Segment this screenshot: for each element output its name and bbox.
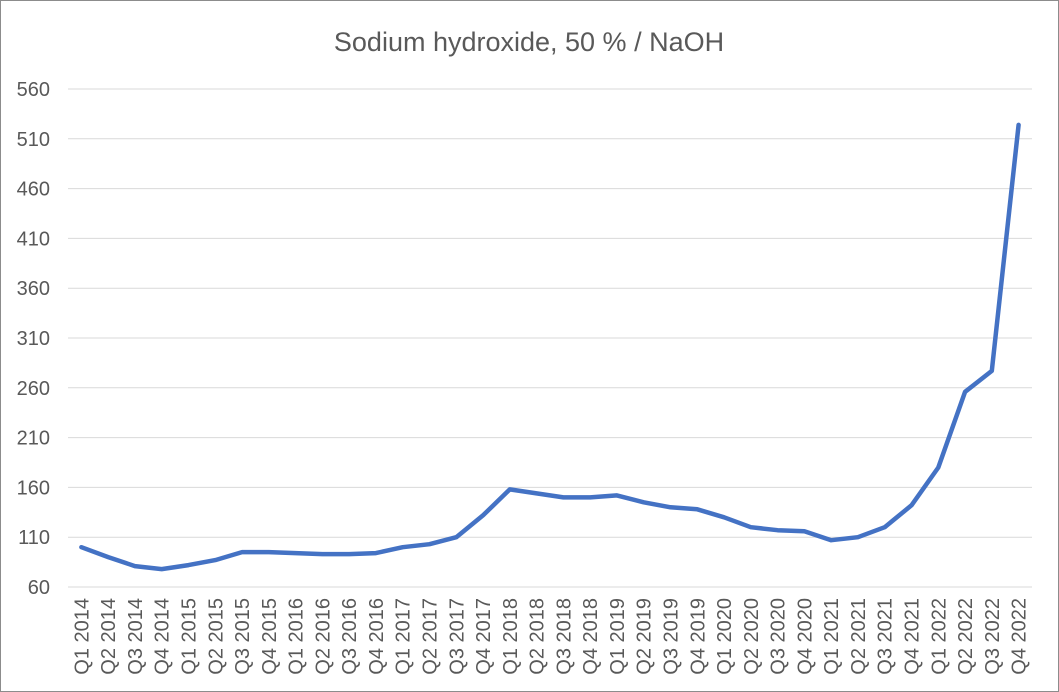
x-axis-tick-label: Q1 2022 — [928, 598, 950, 675]
y-axis-tick-label: 410 — [17, 228, 50, 250]
x-axis-tick-label: Q3 2019 — [661, 598, 683, 675]
x-axis-tick-label: Q2 2018 — [527, 598, 549, 675]
x-axis-tick-label: Q3 2017 — [446, 598, 468, 675]
y-axis-tick-label: 310 — [17, 328, 50, 350]
x-axis-tick-label: Q4 2018 — [580, 598, 602, 675]
x-axis-tick-label: Q1 2015 — [179, 598, 201, 675]
x-axis-tick-label: Q4 2019 — [687, 598, 709, 675]
x-axis-tick-label: Q3 2022 — [982, 598, 1004, 675]
x-axis-tick-label: Q2 2020 — [741, 598, 763, 675]
x-axis-tick-label: Q2 2022 — [955, 598, 977, 675]
series-layer — [79, 122, 1021, 572]
x-axis-tick-label: Q4 2017 — [473, 598, 495, 675]
y-axis-tick-label: 160 — [17, 477, 50, 499]
x-axis-tick-label: Q1 2014 — [71, 598, 93, 675]
y-axis-tick-label: 60 — [28, 577, 50, 599]
data-series-line — [79, 122, 1021, 572]
x-axis-tick-label: Q4 2016 — [366, 598, 388, 675]
y-axis-tick-label: 210 — [17, 428, 50, 450]
y-axis-tick-label: 560 — [17, 79, 50, 101]
x-axis-tick-label: Q3 2015 — [232, 598, 254, 675]
x-axis-tick-label: Q1 2016 — [286, 598, 308, 675]
y-axis-tick-label: 460 — [17, 179, 50, 201]
x-axis-tick-label: Q3 2020 — [768, 598, 790, 675]
x-axis-tick-label: Q2 2017 — [420, 598, 442, 675]
x-axis-tick-label: Q3 2016 — [339, 598, 361, 675]
x-axis-tick-label: Q4 2021 — [902, 598, 924, 675]
x-axis-tick-label: Q2 2014 — [98, 598, 120, 675]
x-axis-tick-label: Q3 2014 — [125, 598, 147, 675]
y-axis-tick-label: 360 — [17, 278, 50, 300]
x-axis-tick-label: Q4 2022 — [1009, 598, 1031, 675]
y-axis-tick-label: 510 — [17, 129, 50, 151]
x-axis-tick-label: Q2 2021 — [848, 598, 870, 675]
x-axis-tick-label: Q3 2018 — [553, 598, 575, 675]
x-axis-tick-label: Q2 2019 — [634, 598, 656, 675]
x-axis-tick-label: Q3 2021 — [875, 598, 897, 675]
y-axis-tick-label: 110 — [18, 527, 50, 549]
gridlines-layer — [68, 88, 1032, 588]
x-axis-tick-label: Q1 2021 — [821, 598, 843, 675]
chart-title: Sodium hydroxide, 50 % / NaOH — [334, 27, 724, 57]
x-axis-tick-label: Q1 2017 — [393, 598, 415, 675]
x-axis-tick-label: Q4 2014 — [152, 598, 174, 675]
x-axis-tick-label: Q1 2019 — [607, 598, 629, 675]
y-axis-labels: 60 110 160 210 260 310 360 410 460 510 560 — [17, 79, 50, 599]
y-axis-tick-label: 260 — [17, 378, 50, 400]
x-axis-tick-label: Q1 2018 — [500, 598, 522, 675]
x-axis-tick-label: Q4 2015 — [259, 598, 281, 675]
x-axis-tick-label: Q4 2020 — [794, 598, 816, 675]
x-axis-tick-label: Q2 2016 — [312, 598, 334, 675]
x-axis-tick-label: Q2 2015 — [205, 598, 227, 675]
x-axis-tick-label: Q1 2020 — [714, 598, 736, 675]
x-axis-labels: Q1 2014 Q2 2014 Q3 2014 Q4 2014 Q1 2015 Q2 20… — [71, 598, 1030, 675]
